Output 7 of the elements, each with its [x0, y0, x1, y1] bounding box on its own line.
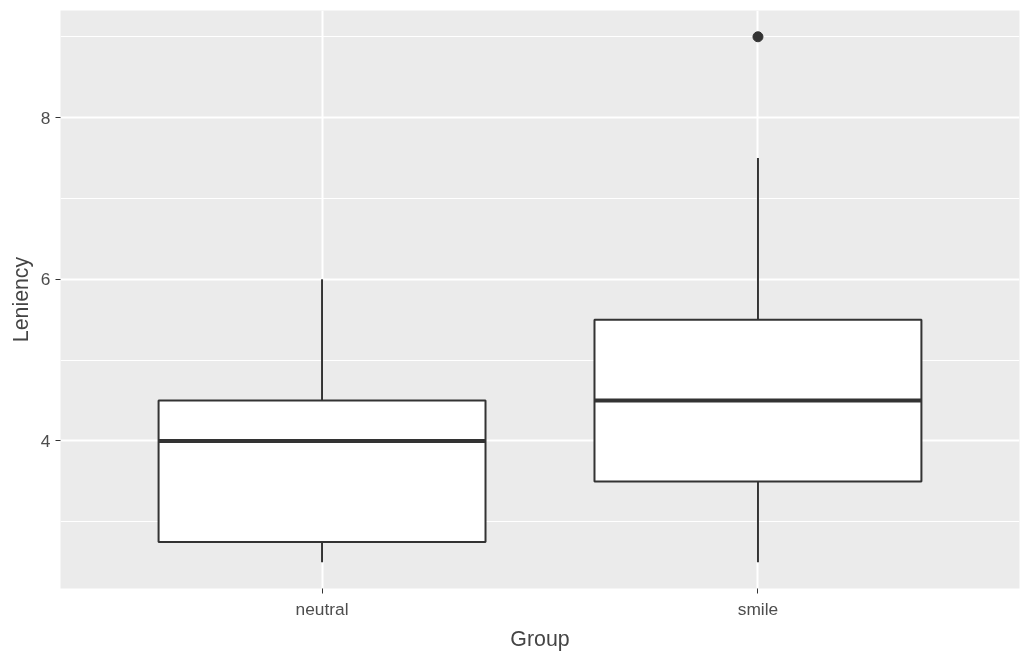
x-tick-label: neutral [295, 598, 349, 619]
y-tick-label: 4 [40, 430, 51, 451]
y-tick-label: 6 [40, 269, 51, 290]
y-tick-label: 8 [40, 107, 51, 128]
x-axis-title: Group [510, 626, 570, 651]
y-axis-title: Leniency [8, 256, 33, 343]
x-tick-label: smile [737, 598, 779, 619]
